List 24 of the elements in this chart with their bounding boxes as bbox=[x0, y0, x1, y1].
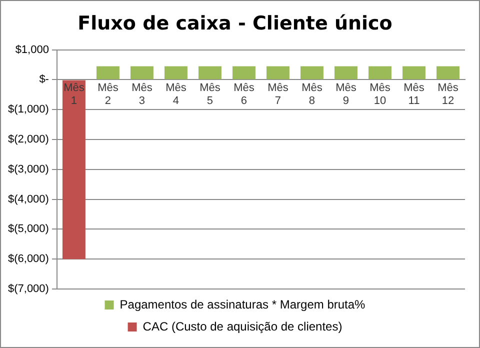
y-tick-label: $(3,000) bbox=[8, 163, 49, 176]
y-tick-label: $(1,000) bbox=[8, 104, 49, 116]
x-tick-label: Mês 2 bbox=[98, 82, 119, 108]
x-tick-label: Mês 1 bbox=[64, 82, 85, 108]
legend-label: CAC (Custo de aquisição de clientes) bbox=[142, 319, 342, 334]
x-tick-label: Mês 3 bbox=[132, 82, 153, 108]
y-tick-label: $(2,000) bbox=[8, 134, 49, 146]
y-tick-label: $- bbox=[39, 74, 50, 86]
y-tick-label: $1,000 bbox=[15, 44, 49, 56]
x-tick-label: Mês 12 bbox=[438, 82, 459, 108]
x-tick-label: Mês 8 bbox=[302, 82, 323, 108]
legend-label: Pagamentos de assinaturas * Margem bruta% bbox=[120, 297, 366, 312]
y-tick-label: $(6,000) bbox=[8, 253, 49, 266]
y-tick-label: $(7,000) bbox=[8, 283, 49, 296]
x-tick-label: Mês 5 bbox=[200, 82, 221, 108]
x-tick-label: Mês 7 bbox=[268, 82, 289, 108]
x-tick-label: Mês 6 bbox=[234, 82, 255, 108]
y-tick-label: $(5,000) bbox=[8, 223, 49, 236]
x-tick-label: Mês 11 bbox=[404, 82, 425, 108]
x-tick-label: Mês 10 bbox=[370, 82, 391, 108]
y-tick-label: $(4,000) bbox=[8, 193, 49, 206]
chart-title: Fluxo de caixa - Cliente único bbox=[78, 12, 392, 34]
x-tick-label: Mês 4 bbox=[166, 82, 187, 108]
x-tick-label: Mês 9 bbox=[336, 82, 357, 108]
